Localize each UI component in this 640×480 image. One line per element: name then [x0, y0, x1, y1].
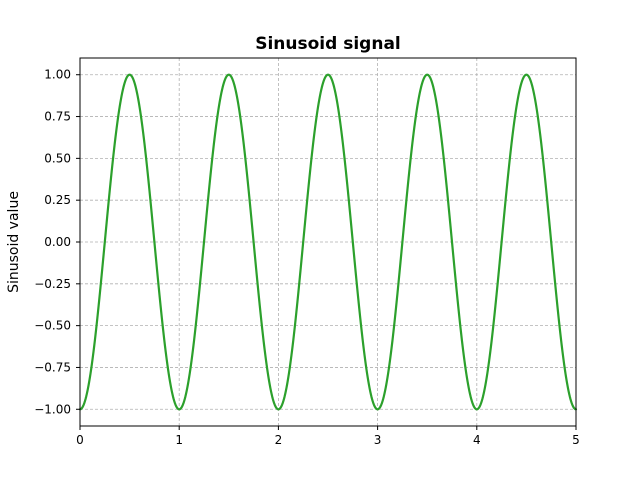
x-tick-label: 0	[76, 433, 84, 447]
y-tick-label: 0.00	[44, 235, 71, 249]
y-tick-label: 0.75	[44, 110, 71, 124]
y-tick-label: −0.50	[34, 319, 71, 333]
y-tick-label: 0.25	[44, 193, 71, 207]
chart-title: Sinusoid signal	[255, 34, 401, 54]
x-tick-label: 2	[275, 433, 283, 447]
y-tick-label: 0.50	[44, 151, 71, 165]
y-axis-ticks: −1.00 −0.75 −0.50 −0.25 0.00 0.25 0.50 0.75 1.00	[34, 68, 80, 416]
y-tick-label: 1.00	[44, 68, 71, 82]
sinusoid-series-line	[78, 73, 578, 411]
x-tick-label: 5	[572, 433, 580, 447]
x-tick-label: 4	[473, 433, 481, 447]
y-tick-label: −1.00	[34, 402, 71, 416]
x-tick-label: 3	[374, 433, 382, 447]
y-axis-label: Sinusoid value	[6, 191, 22, 293]
y-tick-label: −0.75	[34, 360, 71, 374]
x-tick-label: 1	[175, 433, 183, 447]
series-layer	[78, 73, 578, 411]
x-axis-ticks: 0 1 2 3 4 5	[76, 426, 580, 447]
y-tick-label: −0.25	[34, 277, 71, 291]
